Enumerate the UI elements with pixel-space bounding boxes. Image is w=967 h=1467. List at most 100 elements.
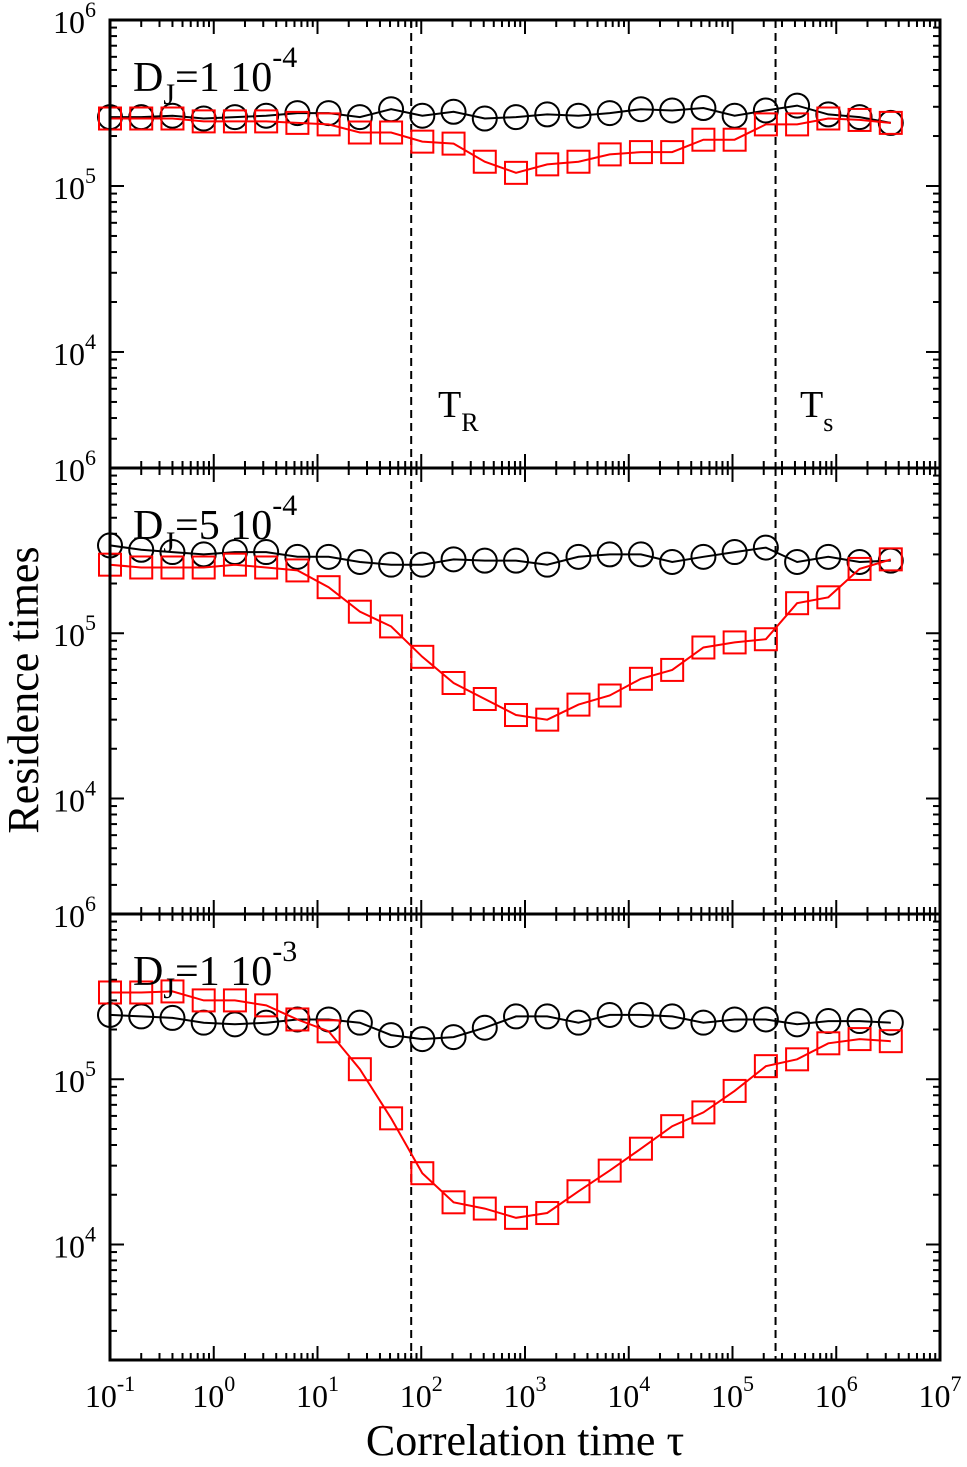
panel-label: DJ=5 10-4 <box>133 489 297 559</box>
circle-marker <box>471 1014 498 1041</box>
circle-marker <box>596 100 623 127</box>
circle-marker <box>315 543 342 570</box>
square-marker <box>691 1100 716 1125</box>
panel-3: 104 105 106 DJ=1 10-3 <box>53 891 942 1362</box>
square-marker <box>722 127 747 152</box>
square-marker <box>504 703 529 728</box>
circle-marker <box>565 543 592 570</box>
square-marker <box>441 131 466 156</box>
square-marker <box>785 1047 810 1072</box>
square-marker <box>878 547 903 572</box>
square-marker <box>160 979 185 1004</box>
square-marker <box>160 106 185 131</box>
circle-marker <box>596 1001 623 1028</box>
circle-marker <box>253 539 280 566</box>
circle-marker <box>503 1003 530 1030</box>
square-marker <box>660 657 685 682</box>
square-marker <box>504 160 529 185</box>
square-marker <box>660 140 685 165</box>
square-marker <box>566 149 591 174</box>
circle-marker <box>159 539 186 566</box>
square-marker <box>785 591 810 616</box>
x-axis-label: Correlation time τ <box>366 1416 684 1465</box>
square-marker <box>816 1031 841 1056</box>
circle-marker <box>784 1011 811 1038</box>
square-marker <box>785 112 810 137</box>
circle-marker <box>815 543 842 570</box>
y-tick-label: 105 <box>53 163 96 206</box>
square-marker <box>347 599 372 624</box>
circle-marker <box>284 543 311 570</box>
square-marker <box>535 152 560 177</box>
square-marker <box>472 149 497 174</box>
square-marker <box>129 555 154 580</box>
square-marker <box>472 687 497 712</box>
x-tick-label: 102 <box>400 1371 443 1414</box>
circle-marker <box>409 551 436 578</box>
square-marker <box>379 1106 404 1131</box>
square-marker <box>753 627 778 652</box>
panel-2: 104 105 106 DJ=5 10-4 <box>53 445 942 916</box>
square-marker <box>660 1114 685 1139</box>
circle-marker <box>752 97 779 124</box>
square-marker <box>316 1019 341 1044</box>
circle-marker <box>346 104 373 131</box>
square-marker <box>441 670 466 695</box>
square-marker <box>722 630 747 655</box>
circle-marker <box>440 546 467 573</box>
y-tick-label: 104 <box>53 329 96 372</box>
circle-marker <box>846 1008 873 1035</box>
circle-marker <box>503 547 530 574</box>
square-marker <box>847 1027 872 1052</box>
square-marker <box>628 1136 653 1161</box>
circle-marker <box>378 1022 405 1049</box>
x-tick-label: 104 <box>607 1371 650 1414</box>
x-tick-label: 100 <box>192 1371 235 1414</box>
square-marker <box>254 555 279 580</box>
circle-marker <box>752 534 779 561</box>
square-marker <box>441 1190 466 1215</box>
square-marker <box>722 1078 747 1103</box>
x-tick-label: 103 <box>504 1371 547 1414</box>
circle-marker <box>159 1004 186 1031</box>
square-marker <box>472 1196 497 1221</box>
y-axis-label: Residence times <box>0 546 48 833</box>
circle-marker <box>627 541 654 568</box>
circle-marker <box>471 105 498 132</box>
square-marker <box>691 635 716 660</box>
circle-marker <box>596 541 623 568</box>
circle-marker <box>534 101 561 128</box>
y-tick-label: 106 <box>53 445 96 488</box>
square-marker <box>316 112 341 137</box>
red-series-line <box>110 117 891 174</box>
circle-marker <box>471 547 498 574</box>
circle-marker <box>752 1006 779 1033</box>
square-marker <box>379 614 404 639</box>
square-marker <box>597 683 622 708</box>
circle-marker <box>784 92 811 119</box>
circle-marker <box>190 541 217 568</box>
square-marker <box>347 120 372 145</box>
square-marker <box>535 1201 560 1226</box>
circle-marker <box>784 548 811 575</box>
square-marker <box>191 109 216 134</box>
circle-marker <box>503 104 530 131</box>
square-marker <box>816 585 841 610</box>
square-marker <box>410 644 435 669</box>
circle-marker <box>659 97 686 124</box>
square-marker <box>254 109 279 134</box>
square-marker <box>597 142 622 167</box>
circle-marker <box>627 1001 654 1028</box>
square-marker <box>597 1158 622 1183</box>
square-marker <box>191 555 216 580</box>
square-marker <box>347 1057 372 1082</box>
circle-marker <box>128 536 155 563</box>
circle-marker <box>659 1003 686 1030</box>
circle-marker <box>409 1026 436 1053</box>
square-marker <box>878 110 903 135</box>
square-marker <box>816 106 841 131</box>
x-tick-label: 106 <box>815 1371 858 1414</box>
square-marker <box>379 120 404 145</box>
square-marker <box>410 1161 435 1186</box>
